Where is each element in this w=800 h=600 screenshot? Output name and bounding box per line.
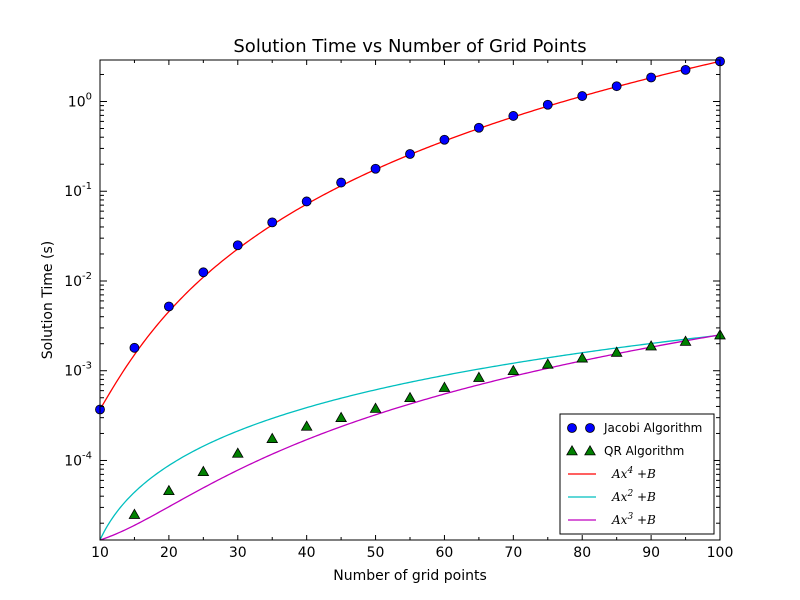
jacobi-algorithm-point — [680, 64, 691, 75]
jacobi-algorithm-point — [473, 122, 484, 133]
legend-entry-3-label: Ax4 +B — [611, 466, 656, 481]
qr-algorithm-point — [231, 447, 244, 458]
qr-algorithm-point — [128, 508, 141, 519]
qr-algorithm-point — [266, 432, 279, 443]
x-axis-label: Number of grid points — [333, 568, 487, 584]
jacobi-algorithm-point — [232, 240, 243, 251]
x-tick-label: 30 — [229, 545, 247, 561]
legend-entry-2-marker — [584, 444, 596, 456]
jacobi-algorithm-point — [439, 134, 450, 145]
x-tick-label: 60 — [436, 545, 454, 561]
legend-entry-4-label: Ax2 +B — [611, 489, 656, 504]
qr-algorithm-point — [610, 346, 623, 357]
fit-curve-ax-4-b — [100, 60, 720, 410]
qr-algorithm-point — [404, 391, 416, 403]
jacobi-algorithm-point — [577, 91, 588, 101]
qr-algorithm-point — [576, 352, 589, 363]
x-tick-label: 10 — [91, 545, 109, 561]
x-tick-label: 100 — [707, 545, 734, 561]
x-tick-label: 80 — [573, 545, 591, 561]
jacobi-algorithm-point — [611, 81, 622, 92]
legend-entry-1-marker — [567, 423, 577, 433]
qr-algorithm-point — [369, 402, 382, 413]
jacobi-algorithm-point — [508, 111, 519, 121]
qr-algorithm-point — [300, 420, 313, 431]
legend-entry-1-label: Jacobi Algorithm — [603, 421, 702, 435]
qr-algorithm-point — [162, 484, 175, 496]
x-tick-label: 70 — [504, 545, 522, 561]
legend: Jacobi Algorithm QR Algorithm Ax4 +B Ax2 +B… — [559, 413, 715, 535]
jacobi-algorithm-point — [405, 149, 415, 159]
legend-entry-2-label: QR Algorithm — [604, 444, 684, 458]
jacobi-algorithm-point — [336, 177, 347, 188]
qr-algorithm-point — [541, 358, 554, 369]
jacobi-algorithm-point — [198, 267, 209, 278]
qr-algorithm-point — [438, 381, 451, 392]
y-tick-label: 10-2 — [64, 271, 92, 290]
legend-entry-1-marker — [585, 423, 595, 433]
legend-entry-5-label: Ax3 +B — [611, 512, 656, 527]
x-tick-label: 40 — [298, 545, 316, 561]
qr-algorithm-point — [197, 465, 210, 476]
jacobi-algorithm-point — [370, 163, 381, 174]
x-tick-label: 90 — [642, 545, 660, 561]
qr-algorithm-point — [679, 335, 692, 346]
x-tick-label: 20 — [160, 545, 178, 561]
y-tick-label: 10-1 — [64, 181, 92, 200]
y-tick-label: 10-3 — [64, 361, 92, 380]
y-axis-label: Solution Time (s) — [40, 241, 56, 359]
plot-area: 10 20 30 40 50 60 70 80 90 100 10-4 10-3 10-2 10-1 100 — [64, 56, 734, 561]
jacobi-algorithm-point — [646, 72, 657, 83]
jacobi-algorithm-point — [542, 99, 553, 110]
legend-entry-2-marker — [566, 444, 578, 456]
x-tick-label: 50 — [367, 545, 385, 561]
jacobi-algorithm-point — [129, 342, 140, 353]
y-tick-label: 10-4 — [64, 450, 92, 469]
qr-algorithm-point — [507, 364, 520, 376]
jacobi-algorithm-point — [163, 301, 174, 312]
y-tick-label: 100 — [68, 91, 92, 110]
qr-algorithm-point — [472, 371, 485, 382]
qr-algorithm-point — [645, 340, 658, 351]
jacobi-algorithm-point — [267, 217, 278, 228]
chart-title: Solution Time vs Number of Grid Points — [233, 36, 586, 57]
jacobi-algorithm-point — [301, 196, 312, 207]
qr-algorithm-point — [335, 411, 348, 422]
